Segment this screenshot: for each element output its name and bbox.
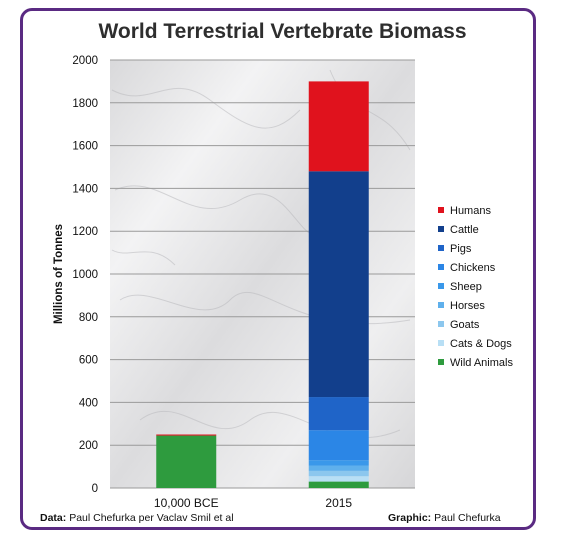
legend-swatch <box>438 302 444 308</box>
y-tick-label: 400 <box>79 397 98 409</box>
y-tick-label: 0 <box>92 483 98 495</box>
legend-label: Humans <box>450 205 491 217</box>
legend-label: Cattle <box>450 224 479 236</box>
footer-graphic-label: Graphic: <box>388 512 432 524</box>
y-tick-label: 1600 <box>72 141 98 153</box>
bar-segment <box>308 481 369 488</box>
legend-swatch <box>438 226 444 232</box>
bar-segment <box>308 460 369 466</box>
legend-label: Cats & Dogs <box>450 338 512 350</box>
chart-title: World Terrestrial Vertebrate Biomass <box>98 20 467 43</box>
legend-swatch <box>438 264 444 270</box>
y-tick-label: 800 <box>79 312 98 324</box>
footer-data-text: Paul Chefurka per Vaclav Smil et al <box>69 512 234 524</box>
y-axis-label: Millions of Tonnes <box>53 224 65 324</box>
y-tick-label: 1200 <box>72 226 98 238</box>
legend-label: Pigs <box>450 243 472 255</box>
bar-segment <box>308 465 369 471</box>
bar-segment <box>308 397 369 431</box>
bar-segment <box>308 476 369 482</box>
bar-segment <box>308 430 369 461</box>
y-tick-label: 1800 <box>72 98 98 110</box>
bar-segment <box>156 434 217 436</box>
legend-swatch <box>438 207 444 213</box>
bar-segment <box>308 171 369 398</box>
footer-graphic-text: Paul Chefurka <box>434 512 501 524</box>
bar-segment <box>156 435 217 488</box>
y-tick-label: 600 <box>79 355 98 367</box>
legend-label: Sheep <box>450 281 482 293</box>
y-tick-label: 2000 <box>72 55 98 67</box>
legend-label: Chickens <box>450 262 496 274</box>
bar-segment <box>308 81 369 172</box>
y-tick-label: 200 <box>79 440 98 452</box>
legend: Humans Cattle Pigs Chickens Sheep Horses Goats… <box>438 205 513 369</box>
x-tick-label: 10,000 BCE <box>154 496 219 510</box>
legend-label: Goats <box>450 319 480 331</box>
footer-data-label: Data: <box>40 512 67 524</box>
legend-swatch <box>438 321 444 327</box>
bar-segment <box>308 470 369 477</box>
y-axis-ticks: 0 200 400 600 800 1000 1200 1400 1600 1800 2000 <box>72 55 98 495</box>
legend-swatch <box>438 245 444 251</box>
y-tick-label: 1000 <box>72 269 98 281</box>
x-axis-ticks: 10,000 BCE 2015 <box>154 496 353 510</box>
legend-swatch <box>438 283 444 289</box>
legend-label: Wild Animals <box>450 357 513 369</box>
legend-swatch <box>438 340 444 346</box>
bars <box>156 81 369 488</box>
x-tick-label: 2015 <box>325 496 352 510</box>
footer-data-credit: Data: Paul Chefurka per Vaclav Smil et a… <box>40 512 234 524</box>
footer-graphic-credit: Graphic: Paul Chefurka <box>388 512 501 524</box>
legend-swatch <box>438 359 444 365</box>
legend-label: Horses <box>450 300 485 312</box>
y-tick-label: 1400 <box>72 183 98 195</box>
